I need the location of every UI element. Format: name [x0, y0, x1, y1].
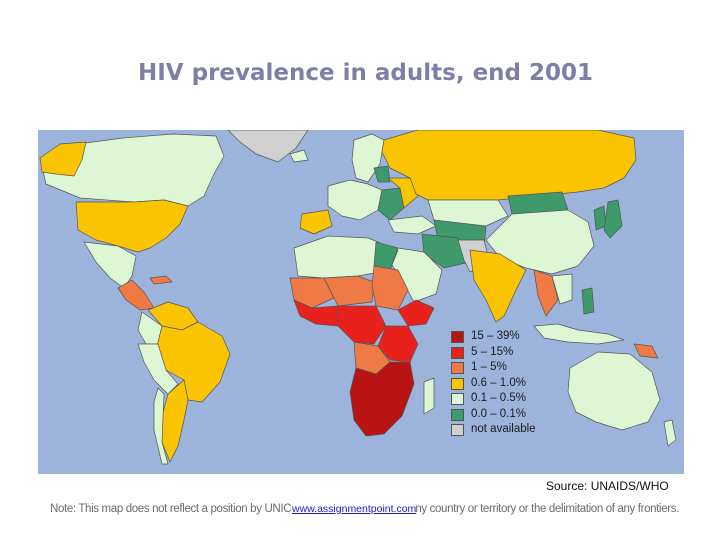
- new-zealand: [663, 419, 677, 447]
- legend-swatch: [451, 424, 464, 436]
- legend-swatch: [451, 377, 464, 390]
- world-map-svg: [39, 130, 677, 465]
- legend-swatch: [451, 346, 464, 359]
- peru: [137, 343, 179, 395]
- central-sahel: [323, 275, 375, 307]
- japan: [603, 199, 623, 239]
- southern-africa: [349, 361, 415, 437]
- legend-label: 0.1 – 0.5%: [471, 392, 526, 404]
- alaska: [39, 141, 87, 177]
- papua-new-guinea: [633, 343, 659, 359]
- map-legend: 15 – 39% 5 – 15% 1 – 5% 0.6 – 1.0% 0.1 –…: [451, 330, 651, 439]
- india: [469, 249, 527, 323]
- iberia: [299, 209, 333, 235]
- eastern-europe: [377, 187, 405, 221]
- chile: [153, 387, 169, 465]
- china: [485, 209, 595, 275]
- legend-swatch: [451, 408, 464, 421]
- indochina: [551, 273, 573, 305]
- legend-item: 0.0 – 0.1%: [451, 408, 651, 424]
- legend-swatch: [451, 393, 464, 405]
- source-credit: Source: UNAIDS/WHO: [546, 479, 669, 493]
- legend-label: 0.6 – 1.0%: [471, 376, 526, 389]
- west-sahel: [289, 277, 335, 309]
- legend-item: 0.6 – 1.0%: [451, 377, 651, 393]
- usa: [75, 199, 189, 253]
- australia: [567, 351, 661, 431]
- legend-label: 15 – 39%: [471, 330, 520, 342]
- indonesia: [533, 323, 625, 345]
- southeast-asia: [533, 269, 559, 317]
- legend-swatch: [451, 331, 464, 343]
- western-europe: [327, 179, 383, 221]
- legend-label: 1 – 5%: [471, 361, 507, 373]
- legend-item: not available: [451, 423, 651, 439]
- philippines: [581, 287, 595, 315]
- ethiopia: [397, 299, 435, 327]
- iran: [421, 233, 471, 269]
- greenland: [227, 130, 309, 163]
- madagascar: [423, 377, 435, 415]
- canada: [39, 133, 225, 207]
- legend-label: not available: [471, 423, 536, 435]
- website-link[interactable]: www.assignmentpoint.com: [292, 503, 417, 515]
- legend-label: 0.0 – 0.1%: [471, 407, 526, 420]
- world-map: [38, 130, 684, 474]
- legend-label: 5 – 15%: [471, 345, 514, 358]
- legend-swatch: [451, 362, 464, 374]
- legend-item: 15 – 39%: [451, 330, 651, 346]
- legend-item: 5 – 15%: [451, 346, 651, 362]
- caribbean: [149, 275, 173, 285]
- iceland: [289, 149, 309, 163]
- map-title: HIV prevalence in adults, end 2001: [138, 60, 594, 86]
- legend-item: 1 – 5%: [451, 361, 651, 377]
- ukraine: [387, 177, 419, 209]
- baltic: [373, 165, 391, 183]
- central-africa: [337, 305, 387, 345]
- russia: [381, 130, 637, 201]
- turkey: [387, 215, 437, 235]
- legend-item: 0.1 – 0.5%: [451, 392, 651, 408]
